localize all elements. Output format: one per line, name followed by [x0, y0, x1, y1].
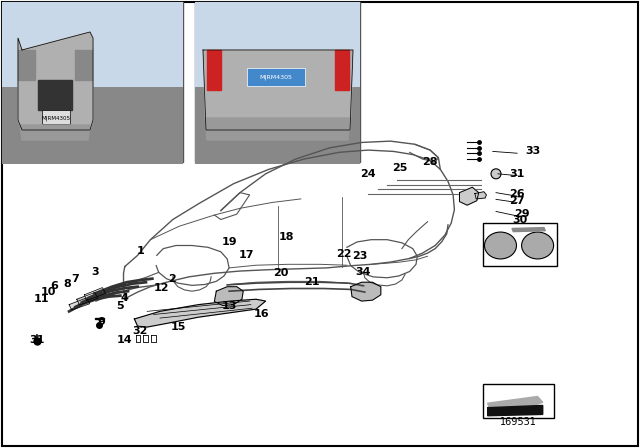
Ellipse shape — [522, 232, 554, 259]
Text: 32: 32 — [132, 326, 147, 336]
Bar — [2, 2, 183, 90]
Text: M|RM4305: M|RM4305 — [260, 74, 292, 80]
Text: 10: 10 — [40, 287, 56, 297]
Bar — [42, 110, 70, 124]
Text: 8: 8 — [63, 279, 71, 289]
Text: 2: 2 — [168, 274, 175, 284]
Text: 23: 23 — [352, 251, 367, 261]
Text: 30: 30 — [512, 215, 527, 224]
Polygon shape — [75, 50, 92, 80]
Bar — [195, 2, 360, 90]
Text: 29: 29 — [514, 209, 529, 219]
Polygon shape — [207, 50, 221, 90]
Polygon shape — [488, 396, 543, 410]
Polygon shape — [134, 299, 266, 327]
Polygon shape — [77, 293, 98, 305]
Text: 4: 4 — [121, 293, 129, 303]
Polygon shape — [512, 228, 545, 232]
Polygon shape — [69, 298, 90, 310]
Text: 14: 14 — [117, 335, 132, 345]
Text: 17: 17 — [239, 250, 254, 260]
Ellipse shape — [215, 120, 231, 130]
Text: 26: 26 — [509, 189, 525, 198]
Text: 15: 15 — [170, 322, 186, 332]
Text: 1: 1 — [137, 246, 145, 256]
Text: 20: 20 — [273, 268, 288, 278]
Polygon shape — [205, 118, 350, 140]
Bar — [2, 2, 183, 162]
Text: 28: 28 — [422, 157, 438, 167]
Polygon shape — [20, 125, 90, 140]
Text: 5: 5 — [116, 301, 124, 310]
Text: 22: 22 — [337, 250, 352, 259]
Text: 12: 12 — [154, 283, 169, 293]
Text: 9: 9 — [97, 317, 105, 327]
Text: 18: 18 — [279, 233, 294, 242]
Text: 11: 11 — [34, 294, 49, 304]
Text: 13: 13 — [221, 301, 237, 310]
Polygon shape — [95, 318, 104, 319]
Polygon shape — [203, 50, 353, 130]
Polygon shape — [335, 50, 349, 90]
Polygon shape — [214, 287, 243, 306]
Polygon shape — [475, 192, 486, 199]
Polygon shape — [84, 288, 106, 301]
Polygon shape — [488, 405, 543, 416]
Polygon shape — [460, 187, 479, 205]
Text: 169531: 169531 — [500, 417, 537, 427]
Bar — [483, 223, 557, 266]
Bar — [195, 2, 360, 162]
Text: 3: 3 — [91, 267, 99, 277]
Polygon shape — [18, 50, 35, 80]
Text: 19: 19 — [221, 237, 237, 247]
Bar — [247, 68, 305, 86]
Text: 31: 31 — [509, 169, 525, 179]
Polygon shape — [18, 32, 93, 130]
Bar — [483, 384, 554, 418]
Polygon shape — [351, 282, 381, 301]
Text: 34: 34 — [356, 267, 371, 277]
Text: 21: 21 — [305, 277, 320, 287]
Text: 24: 24 — [360, 169, 376, 179]
Circle shape — [491, 169, 501, 179]
Text: 31: 31 — [29, 335, 45, 345]
Text: 16: 16 — [253, 309, 269, 319]
Text: M|RM4305: M|RM4305 — [42, 115, 70, 121]
Text: 25: 25 — [392, 163, 408, 173]
Polygon shape — [38, 80, 72, 110]
Ellipse shape — [484, 232, 516, 259]
Bar — [195, 87, 360, 164]
Text: 7: 7 — [72, 274, 79, 284]
Ellipse shape — [317, 120, 333, 130]
Text: 33: 33 — [525, 146, 540, 156]
Text: 6: 6 — [51, 281, 58, 291]
Text: 27: 27 — [509, 196, 525, 206]
Bar — [2, 87, 183, 164]
